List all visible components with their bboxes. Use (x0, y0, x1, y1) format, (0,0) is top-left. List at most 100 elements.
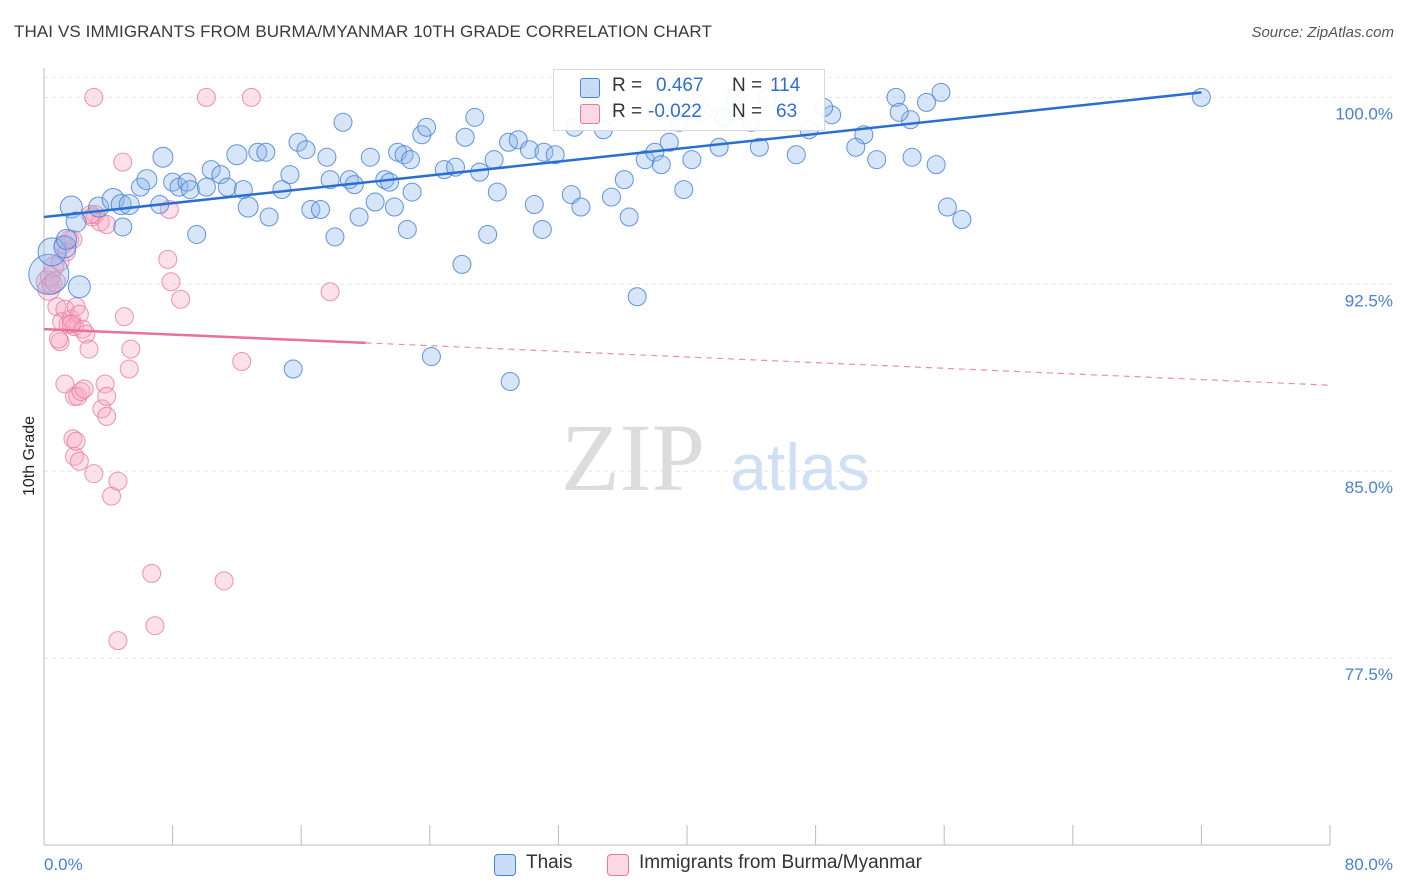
thais-point (325, 227, 345, 247)
thais-point (470, 162, 490, 182)
thais-point (484, 150, 504, 170)
thais-point (545, 145, 565, 165)
thais-point (301, 200, 321, 220)
burma-trend-extension (365, 342, 1331, 386)
legend-r-value: 0.467 (656, 75, 704, 96)
thais-point (360, 147, 380, 167)
thais-point (136, 169, 158, 191)
burma-point (73, 319, 93, 339)
burma-point (84, 87, 104, 107)
burma-point (71, 381, 91, 401)
thais-point (952, 209, 972, 229)
thais-point (917, 92, 937, 112)
thais-point (365, 192, 385, 212)
thais-point (401, 150, 421, 170)
thais-point (65, 211, 87, 233)
thais-point (288, 132, 308, 152)
thais-point (118, 194, 140, 216)
thais-point (749, 137, 769, 157)
thais-point (674, 180, 694, 200)
x-tick-label-min: 0.0% (44, 855, 83, 874)
thais-point (534, 142, 554, 162)
thais-point (380, 172, 400, 192)
thais-point (627, 287, 647, 307)
thais-point (1191, 87, 1211, 107)
x-tick-label-max: 80.0% (1345, 855, 1393, 874)
legend-r-label: R = (612, 75, 643, 96)
burma-trend-line (43, 327, 366, 345)
thais-point (902, 147, 922, 167)
burma-point (47, 297, 67, 317)
burma-point (114, 307, 134, 327)
burma-swatch (607, 854, 629, 876)
legend-n-label: N = (732, 101, 763, 122)
thais-point (524, 195, 544, 215)
thais-point (296, 140, 316, 160)
legend-n-value: 114 (770, 75, 801, 96)
legend-r-value: -0.022 (648, 101, 702, 122)
thais-point (867, 150, 887, 170)
burma-point (48, 329, 68, 349)
burma-point (61, 314, 81, 334)
thais-point (421, 347, 441, 367)
series-burma-points (35, 87, 340, 651)
thais-point (163, 172, 183, 192)
thais-point (601, 187, 621, 207)
thais-point (320, 170, 340, 190)
thais-point (846, 137, 866, 157)
thais-point (280, 165, 300, 185)
y-tick-labels: 77.5% 85.0% 92.5% 100.0% (1335, 104, 1393, 684)
y-tick-label: 92.5% (1345, 291, 1393, 310)
burma-point (158, 249, 178, 269)
burma-swatch (580, 104, 600, 124)
legend-item-label: Thais (526, 852, 573, 873)
thais-trend-line (43, 91, 1202, 219)
thais-point (455, 127, 475, 147)
burma-point (142, 563, 162, 583)
thais-point (333, 112, 353, 132)
thais-point (417, 117, 437, 137)
thais-point (259, 207, 279, 227)
y-tick-label: 85.0% (1345, 478, 1393, 497)
thais-point (226, 144, 248, 166)
burma-point (196, 87, 216, 107)
burma-point (44, 271, 66, 293)
burma-point (69, 451, 89, 471)
axes (43, 68, 1331, 846)
watermark-atlas: atlas (730, 430, 869, 504)
thais-point (478, 224, 498, 244)
burma-point (97, 406, 117, 426)
burma-point (241, 87, 261, 107)
thais-point (248, 142, 268, 162)
thais-point (394, 145, 414, 165)
thais-point (256, 142, 276, 162)
thais-point (786, 145, 806, 165)
trend-lines (43, 91, 1331, 386)
thais-swatch (494, 854, 516, 876)
watermark-zip: ZIP (561, 404, 705, 511)
burma-point (108, 631, 128, 651)
thais-point (926, 155, 946, 175)
burma-point (171, 289, 191, 309)
burma-point (43, 256, 65, 278)
thais-point (211, 165, 231, 185)
burma-point (74, 379, 94, 399)
thais-point (37, 237, 67, 267)
burma-point (119, 359, 139, 379)
burma-point (320, 282, 340, 302)
burma-point (121, 339, 141, 359)
thais-point (56, 228, 78, 250)
thais-point (310, 200, 330, 220)
thais-point (619, 207, 639, 227)
thais-point (937, 197, 957, 217)
series-legend: Thais Immigrants from Burma/Myanmar (0, 851, 1406, 879)
y-tick-label: 77.5% (1345, 665, 1393, 684)
thais-point (349, 207, 369, 227)
thais-point (237, 196, 259, 218)
thais-point (317, 147, 337, 167)
burma-point (161, 272, 181, 292)
burma-point (68, 386, 88, 406)
thais-point (659, 132, 679, 152)
thais-point (571, 197, 591, 217)
